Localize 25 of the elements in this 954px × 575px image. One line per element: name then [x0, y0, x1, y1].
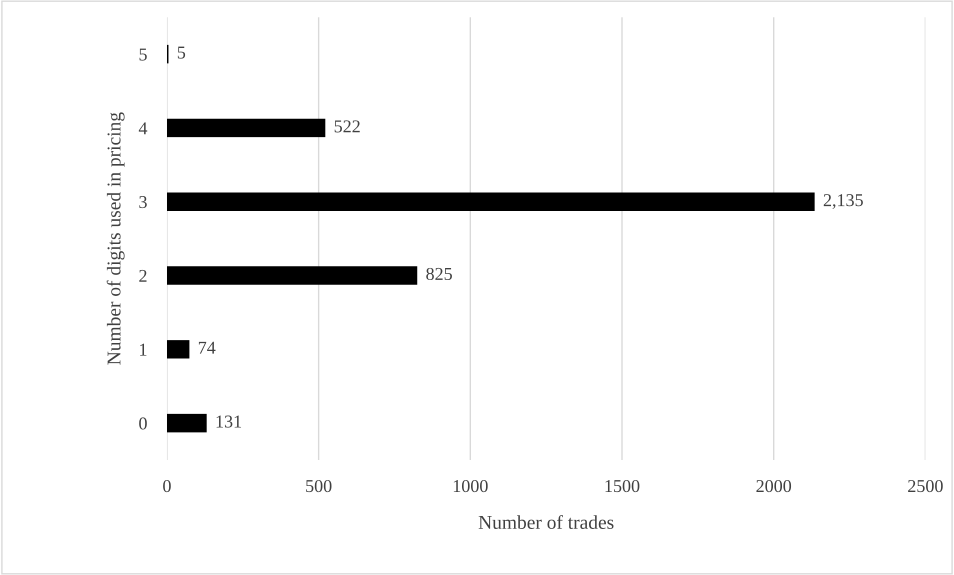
data-label: 5: [178, 46, 186, 59]
bar: [166, 118, 326, 138]
data-label: 825: [426, 268, 452, 280]
data-label: 522: [334, 120, 360, 132]
x-tick-label: 0: [163, 480, 171, 492]
y-tick-label: 0: [139, 417, 147, 430]
x-axis-title: Number of trades: [478, 515, 614, 529]
y-tick-label: 1: [140, 344, 146, 356]
y-tick-label: 3: [139, 196, 147, 208]
x-tick-label: 1500: [606, 480, 640, 492]
y-tick-label: 2: [139, 270, 147, 282]
y-tick-label: 5: [140, 48, 147, 61]
bar: [166, 192, 815, 211]
data-label: 131: [216, 415, 242, 428]
x-tick-label: 2000: [756, 480, 792, 492]
bar: [166, 266, 418, 285]
x-tick-label: 500: [306, 480, 332, 492]
bar: [166, 414, 207, 432]
bar: [166, 340, 190, 359]
y-axis-title: Number of digits used in pricing: [106, 112, 125, 365]
y-tick-label: 4: [138, 122, 148, 134]
x-tick-label: 1000: [454, 480, 488, 492]
x-tick-label: 2500: [908, 480, 943, 492]
data-label: 74: [198, 342, 216, 354]
data-label: 2,135: [824, 194, 863, 209]
